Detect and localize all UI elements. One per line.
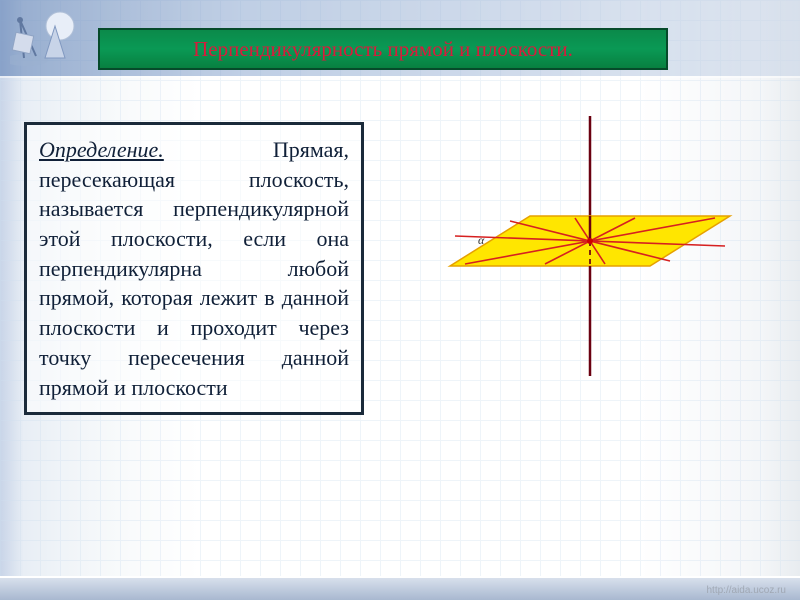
- title-banner: Перпендикулярность прямой и плоскости.: [98, 28, 668, 70]
- perpendicular-diagram: α: [400, 116, 780, 396]
- definition-paragraph: Определение. Прямая, пересекающая плоско…: [39, 135, 349, 402]
- definition-body: Прямая, пересекающая плоскость, называет…: [39, 137, 349, 400]
- logo-graphic: [10, 8, 90, 70]
- slide-title: Перпендикулярность прямой и плоскости.: [193, 37, 573, 62]
- svg-text:α: α: [478, 233, 485, 247]
- footer-credit: http://aida.ucoz.ru: [707, 585, 787, 596]
- definition-term: Определение.: [39, 137, 164, 162]
- definition-box: Определение. Прямая, пересекающая плоско…: [24, 122, 364, 415]
- footer-bar: [0, 576, 800, 600]
